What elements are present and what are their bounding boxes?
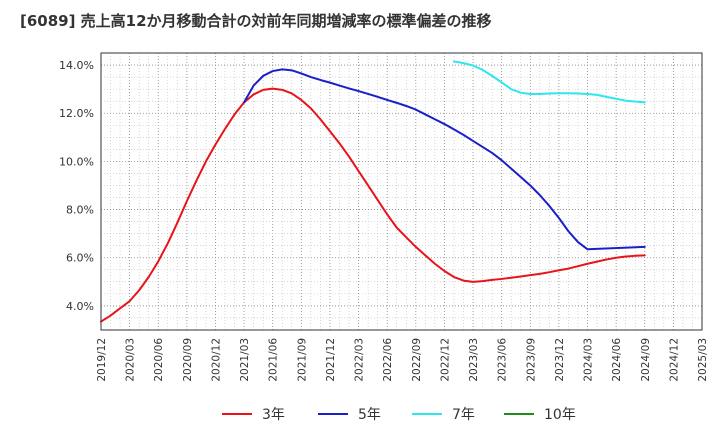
chart-title: [6089] 売上高12か月移動合計の対前年同期増減率の標準偏差の推移 xyxy=(20,12,492,30)
plot-area xyxy=(101,53,702,330)
x-tick-label: 2022/06 xyxy=(382,338,394,382)
x-tick-label: 2021/03 xyxy=(239,338,251,382)
y-tick-label: 12.0% xyxy=(59,107,94,120)
x-tick-label: 2023/06 xyxy=(497,338,509,382)
legend-swatch-7y xyxy=(412,413,442,415)
x-tick-label: 2023/09 xyxy=(525,338,537,382)
x-tick-label: 2025/03 xyxy=(697,338,709,382)
x-tick-label: 2024/09 xyxy=(640,338,652,382)
x-tick-label: 2022/12 xyxy=(439,338,451,382)
legend: 3年 5年 7年 10年 xyxy=(0,400,720,430)
x-tick-label: 2023/03 xyxy=(468,338,480,382)
x-tick-label: 2020/09 xyxy=(182,338,194,382)
x-tick-label: 2020/06 xyxy=(153,338,165,382)
series-line-3 xyxy=(452,60,646,104)
x-tick-label: 2023/12 xyxy=(554,338,566,382)
plot-frame xyxy=(100,52,703,331)
x-tick-label: 2022/09 xyxy=(411,338,423,382)
x-axis: 2019/12 2020/03 2020/06 2020/09 2020/12 2021/… xyxy=(96,338,709,382)
legend-item-3y: 3年 xyxy=(222,404,285,424)
x-tick-label: 2024/03 xyxy=(583,338,595,382)
legend-swatch-10y xyxy=(504,413,534,415)
x-tick-label: 2024/06 xyxy=(611,338,623,382)
x-tick-label: 2021/06 xyxy=(268,338,280,382)
legend-label-5y: 5年 xyxy=(358,407,381,423)
y-tick-label: 4.0% xyxy=(66,300,94,313)
legend-item-7y: 7年 xyxy=(412,404,475,424)
legend-label-7y: 7年 xyxy=(452,407,475,423)
x-tick-label: 2021/09 xyxy=(296,338,308,382)
x-tick-label: 2019/12 xyxy=(96,338,108,382)
y-axis: 4.0% 6.0% 8.0% 10.0% 12.0% 14.0% xyxy=(59,59,94,313)
legend-label-10y: 10年 xyxy=(544,407,576,423)
legend-item-5y: 5年 xyxy=(318,404,381,424)
y-tick-label: 6.0% xyxy=(66,252,94,265)
y-tick-label: 10.0% xyxy=(59,155,94,168)
y-tick-label: 14.0% xyxy=(59,59,94,72)
series-layer xyxy=(100,60,646,323)
x-tick-label: 2021/12 xyxy=(325,338,337,382)
y-tick-label: 8.0% xyxy=(66,204,94,217)
legend-item-10y: 10年 xyxy=(504,404,576,424)
grid xyxy=(101,53,702,330)
x-tick-label: 2020/12 xyxy=(210,338,222,382)
x-tick-label: 2020/03 xyxy=(125,338,137,382)
series-line-2 xyxy=(243,68,646,251)
series-line-1 xyxy=(100,87,646,323)
x-tick-label: 2022/03 xyxy=(354,338,366,382)
legend-label-3y: 3年 xyxy=(262,407,285,423)
legend-swatch-3y xyxy=(222,413,252,415)
legend-swatch-5y xyxy=(318,413,348,415)
x-tick-label: 2024/12 xyxy=(668,338,680,382)
